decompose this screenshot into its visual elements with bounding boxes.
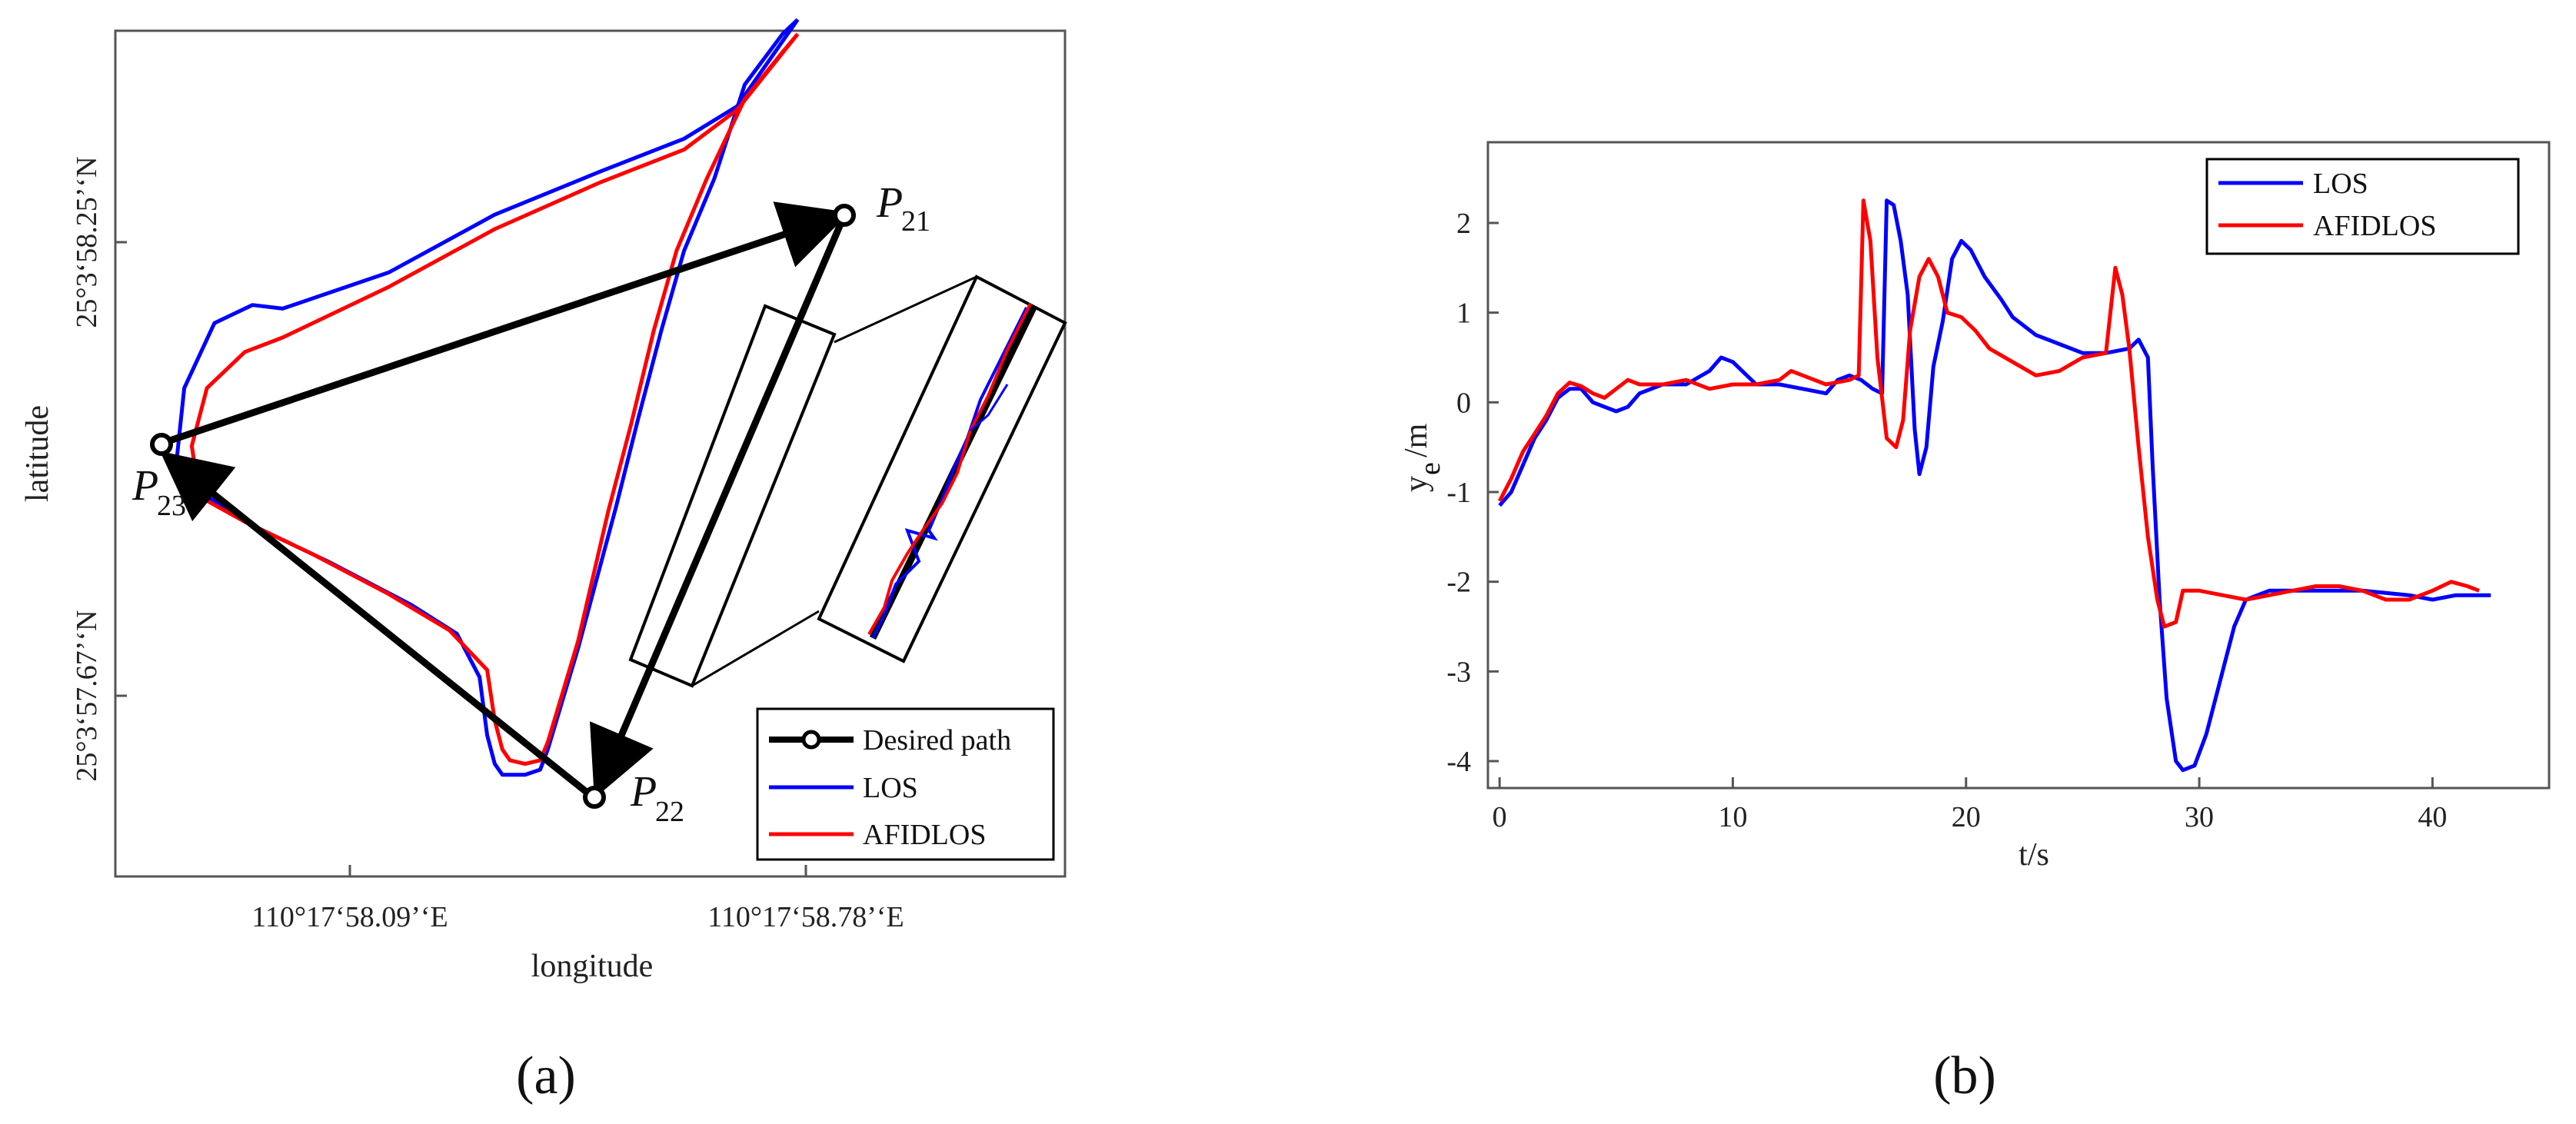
desired-path-segment — [159, 451, 594, 800]
panel-b-ytick-label: 1 — [1456, 298, 1471, 330]
panel-a-ytick-label: 25°3‘57.67’‘N — [71, 610, 103, 781]
panel-b-ytick-label: 0 — [1456, 387, 1471, 419]
waypoint-label-p22: P 22 — [630, 768, 684, 828]
legend-afidlos-label: AFIDLOS — [863, 819, 986, 851]
legend-desired-label: Desired path — [863, 724, 1011, 757]
svg-text:y: y — [1399, 476, 1434, 492]
panel-b-xtick-label: 40 — [2418, 801, 2447, 833]
panel-b-xtick-label: 10 — [1718, 801, 1747, 833]
panel-b-ytick-label: -2 — [1446, 567, 1471, 599]
panel-a-legend: Desired path LOS AFIDLOS — [756, 707, 1055, 861]
zoom-los-curve — [871, 307, 1028, 639]
zoom-los-detail — [970, 384, 1009, 432]
panel-b-ytick-label: -1 — [1446, 477, 1471, 509]
legend-los-label: LOS — [863, 772, 918, 804]
panel-b-series — [1497, 198, 2491, 773]
panel-a-xtick-label: 110°17‘58.78’‘E — [707, 901, 904, 933]
trajectory-los — [175, 18, 800, 777]
svg-text:P: P — [630, 768, 657, 816]
waypoint-p22-marker — [583, 786, 606, 809]
svg-text:/m: /m — [1399, 423, 1434, 457]
panel-a-xtick-label: 110°17‘58.09’‘E — [251, 901, 448, 933]
svg-text:e: e — [1414, 462, 1446, 475]
waypoint-label-p21: P 21 — [876, 179, 930, 238]
panel-a-ytick-label: 25°3‘58.25’‘N — [71, 156, 103, 328]
legend-b-afidlos-label: AFIDLOS — [2313, 210, 2436, 242]
panel-b-xtick-label: 0 — [1493, 801, 1507, 833]
zoom-inset — [628, 274, 1067, 688]
svg-text:21: 21 — [901, 205, 930, 238]
waypoint-p21-marker — [833, 204, 856, 227]
desired-path-segment — [161, 201, 850, 447]
panel-a-trajectories — [175, 18, 800, 777]
panel-b-legend-box — [2205, 158, 2520, 255]
panel-a-caption: (a) — [516, 1046, 576, 1106]
zoom-afidlos-curve — [867, 303, 1032, 635]
panel-a-desired-path — [150, 201, 856, 809]
panel-a: 110°17‘58.09’‘E 110°17‘58.78’‘E 25°3‘58.… — [20, 18, 1067, 1106]
panel-b-ytick-label: -4 — [1446, 746, 1471, 778]
panel-b-caption: (b) — [1933, 1046, 1996, 1106]
zoom-connector — [834, 275, 977, 344]
panel-a-axes-frame — [114, 29, 1067, 878]
legend-b-los-label: LOS — [2313, 168, 2368, 200]
panel-b-legend: LOS AFIDLOS — [2205, 158, 2520, 255]
panel-b-xlabel: t/s — [2019, 837, 2049, 873]
desired-path-segment — [590, 214, 848, 799]
svg-text:P: P — [131, 462, 158, 510]
series-los — [1498, 198, 2491, 773]
panel-b-ytick-label: 2 — [1456, 208, 1471, 240]
panel-a-ylabel: latitude — [20, 405, 55, 502]
svg-text:P: P — [876, 179, 903, 227]
series-afidlos — [1497, 198, 2480, 629]
svg-text:22: 22 — [655, 796, 684, 828]
panel-b-ylabel: y e /m — [1399, 423, 1446, 492]
panel-b-xtick-label: 30 — [2185, 801, 2214, 833]
panel-b-xtick-label: 20 — [1952, 801, 1981, 833]
panel-b-ytick-label: -3 — [1446, 656, 1471, 688]
waypoint-p23-marker — [150, 433, 173, 456]
zoom-source-box — [628, 304, 837, 688]
trajectory-afidlos — [189, 32, 800, 767]
legend-desired-marker — [801, 730, 821, 750]
waypoint-label-p23: P 23 — [131, 462, 186, 522]
panel-b-axes-frame — [1486, 141, 2551, 790]
svg-text:23: 23 — [157, 490, 186, 522]
panel-a-xlabel: longitude — [531, 949, 654, 984]
zoom-target-box — [817, 274, 1067, 663]
zoom-connector — [691, 610, 820, 687]
